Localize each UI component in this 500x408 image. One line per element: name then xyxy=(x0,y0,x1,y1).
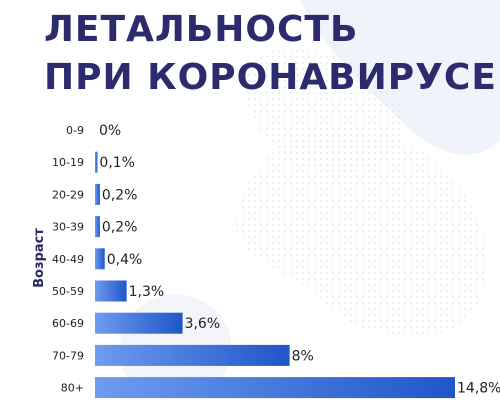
bar-40-49 xyxy=(95,248,105,270)
bar-20-29 xyxy=(95,183,100,205)
category-label-0-9: 0-9 xyxy=(66,124,84,137)
value-label-80+: 14,8% xyxy=(457,381,500,397)
category-label-80+: 80+ xyxy=(61,382,84,395)
bar-70-79 xyxy=(95,344,290,366)
value-label-10-19: 0,1% xyxy=(99,155,135,171)
bar-10-19 xyxy=(95,151,98,173)
page-title: ЛЕТАЛЬНОСТЬ ПРИ КОРОНАВИРУСЕ xyxy=(44,6,497,102)
bar-60-69 xyxy=(95,312,183,334)
value-label-60-69: 3,6% xyxy=(185,316,221,332)
category-label-20-29: 20-29 xyxy=(52,188,84,201)
value-label-70-79: 8% xyxy=(292,348,314,364)
category-label-30-39: 30-39 xyxy=(52,221,84,234)
value-label-30-39: 0,2% xyxy=(102,220,138,236)
category-label-60-69: 60-69 xyxy=(52,317,84,330)
y-axis-label: Возраст xyxy=(32,228,47,288)
bar-80+ xyxy=(95,377,455,399)
bar-50-59 xyxy=(95,280,127,302)
title-line-1: ЛЕТАЛЬНОСТЬ xyxy=(44,9,359,50)
bars-group: 0-9 0% 10-19 0,1% 20-29 0,2% 30-39 0,2% 40-49 0,4… xyxy=(52,123,500,399)
bar-30-39 xyxy=(95,216,100,238)
value-label-40-49: 0,4% xyxy=(107,252,143,268)
title-line-2: ПРИ КОРОНАВИРУСЕ xyxy=(44,57,497,98)
value-label-0-9: 0% xyxy=(99,123,121,139)
category-label-10-19: 10-19 xyxy=(52,156,84,169)
category-label-40-49: 40-49 xyxy=(52,253,84,266)
value-label-50-59: 1,3% xyxy=(129,284,165,300)
value-label-20-29: 0,2% xyxy=(102,187,138,203)
category-label-50-59: 50-59 xyxy=(52,285,84,298)
category-label-70-79: 70-79 xyxy=(52,349,84,362)
